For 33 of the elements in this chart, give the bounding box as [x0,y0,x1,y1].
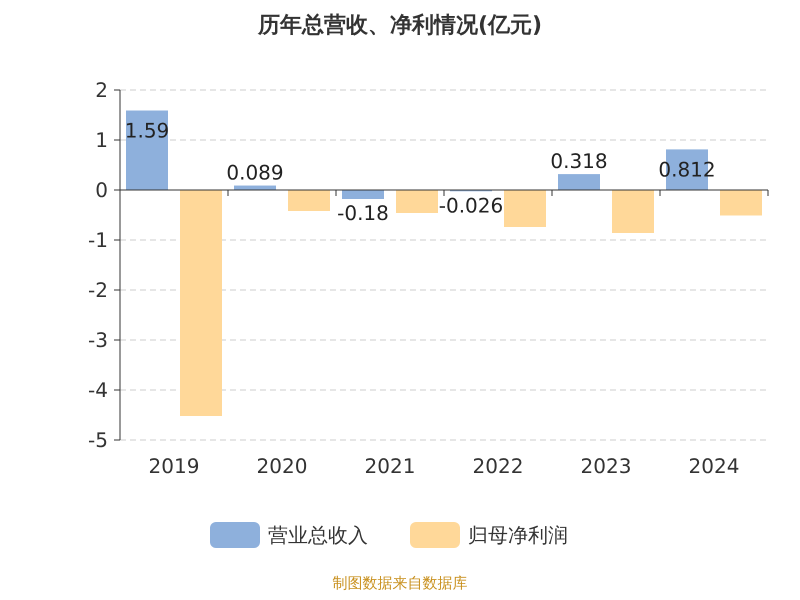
x-tick-label: 2020 [256,454,308,478]
legend-label: 营业总收入 [268,523,368,547]
y-tick-label: 2 [95,78,108,102]
bar [396,190,438,213]
x-tick-label: 2023 [580,454,632,478]
bar [126,110,168,190]
chart-title: 历年总营收、净利情况(亿元) [256,13,542,38]
x-tick-label: 2021 [364,454,416,478]
data-label: 0.089 [226,160,284,185]
data-label: -0.026 [438,193,504,218]
bar [180,190,222,416]
bar [558,174,600,190]
data-label: 1.59 [124,118,170,142]
y-tick-label: 1 [95,128,108,152]
bar [720,190,762,216]
bar [504,190,546,227]
bar [342,190,384,199]
bar [612,190,654,233]
y-tick-label: -1 [88,228,108,252]
y-tick-label: 0 [95,178,108,202]
data-label: -0.18 [337,201,389,225]
y-tick-label: -5 [88,428,108,452]
data-label: 0.318 [550,149,608,174]
y-tick-label: -4 [88,378,108,402]
y-tick-label: -2 [88,278,108,302]
bar [234,186,276,190]
x-tick-label: 2022 [472,454,524,478]
bar [288,190,330,211]
x-tick-label: 2019 [148,454,200,478]
y-tick-label: -3 [88,328,108,352]
legend-label: 归母净利润 [468,523,568,547]
x-tick-label: 2024 [688,454,740,478]
text: 制图数据来自数据库 [332,574,468,592]
